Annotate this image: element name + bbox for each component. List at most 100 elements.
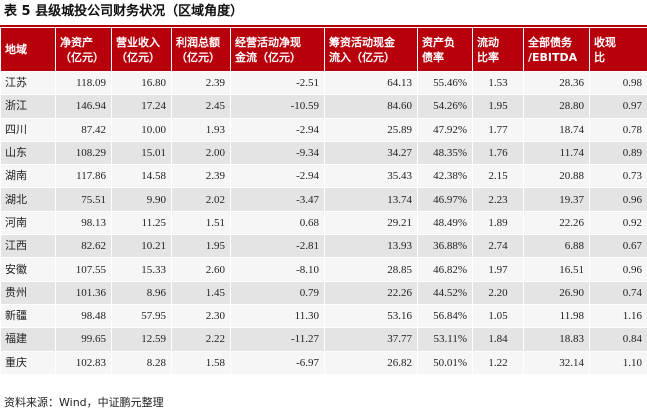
net-assets-cell: 98.48 <box>55 303 112 329</box>
profit-cell: 2.39 <box>171 164 231 189</box>
debt-ratio-cell: 46.82% <box>417 257 473 282</box>
cash-ratio-cell: 0.98 <box>589 70 647 96</box>
current-ratio-cell: 1.95 <box>472 94 524 119</box>
header-region: 地域 <box>0 27 56 72</box>
debt-ebitda-cell: 16.51 <box>523 257 590 282</box>
cash-ratio-cell: 0.92 <box>589 210 647 236</box>
table-row: 湖北 75.51 9.90 2.02 -3.47 13.74 46.97% 2.23 19.37… <box>0 187 647 212</box>
net-assets-cell: 75.51 <box>55 187 112 212</box>
header-debt-ebitda: 全部债务/EBITDA <box>523 27 590 72</box>
op-cashflow-cell: -3.47 <box>230 187 325 212</box>
table-row: 福建 99.65 12.59 2.22 -11.27 37.77 53.11% 1.84 18.… <box>0 327 647 352</box>
debt-ebitda-cell: 26.90 <box>523 280 590 305</box>
region-cell: 贵州 <box>0 280 56 305</box>
debt-ratio-cell: 36.88% <box>417 234 473 259</box>
profit-cell: 1.95 <box>171 234 231 259</box>
profit-cell: 1.58 <box>171 350 231 375</box>
op-cashflow-cell: -2.51 <box>230 70 325 96</box>
debt-ebitda-cell: 28.36 <box>523 70 590 96</box>
region-cell: 四川 <box>0 117 56 142</box>
current-ratio-cell: 1.77 <box>472 117 524 142</box>
profit-cell: 2.00 <box>171 140 231 166</box>
op-cashflow-cell: 0.68 <box>230 210 325 236</box>
header-revenue: 营业收入 （亿元） <box>111 27 172 72</box>
revenue-cell: 15.01 <box>111 140 172 166</box>
cash-ratio-cell: 0.78 <box>589 117 647 142</box>
debt-ebitda-cell: 19.37 <box>523 187 590 212</box>
net-assets-cell: 101.36 <box>55 280 112 305</box>
table-row: 贵州 101.36 8.96 1.45 0.79 22.26 44.52% 2.20 26.90… <box>0 280 647 305</box>
revenue-cell: 11.25 <box>111 210 172 236</box>
current-ratio-cell: 1.05 <box>472 303 524 329</box>
debt-ebitda-cell: 18.83 <box>523 327 590 352</box>
current-ratio-cell: 2.15 <box>472 164 524 189</box>
region-cell: 江西 <box>0 234 56 259</box>
net-assets-cell: 98.13 <box>55 210 112 236</box>
current-ratio-cell: 1.84 <box>472 327 524 352</box>
op-cashflow-cell: 11.30 <box>230 303 325 329</box>
fin-inflow-cell: 13.74 <box>324 187 418 212</box>
source-note: 资料来源：Wind，中证鹏元整理 <box>4 396 164 409</box>
revenue-cell: 16.80 <box>111 70 172 96</box>
cash-ratio-cell: 0.84 <box>589 327 647 352</box>
table-row: 江西 82.62 10.21 1.95 -2.81 13.93 36.88% 2.74 6.88… <box>0 234 647 259</box>
debt-ebitda-cell: 20.88 <box>523 164 590 189</box>
profit-cell: 2.45 <box>171 94 231 119</box>
region-cell: 湖南 <box>0 164 56 189</box>
fin-inflow-cell: 13.93 <box>324 234 418 259</box>
table-row: 新疆 98.48 57.95 2.30 11.30 53.16 56.84% 1.05 11.9… <box>0 303 647 329</box>
net-assets-cell: 117.86 <box>55 164 112 189</box>
fin-inflow-cell: 84.60 <box>324 94 418 119</box>
cash-ratio-cell: 0.74 <box>589 280 647 305</box>
cash-ratio-cell: 0.96 <box>589 187 647 212</box>
op-cashflow-cell: -11.27 <box>230 327 325 352</box>
revenue-cell: 8.96 <box>111 280 172 305</box>
table-row: 湖南 117.86 14.58 2.39 -2.94 35.43 42.38% 2.15 20.… <box>0 164 647 189</box>
profit-cell: 1.93 <box>171 117 231 142</box>
header-cash-ratio: 收现比 <box>589 27 647 72</box>
net-assets-cell: 118.09 <box>55 70 112 96</box>
region-cell: 福建 <box>0 327 56 352</box>
table-row: 安徽 107.55 15.33 2.60 -8.10 28.85 46.82% 1.97 16.… <box>0 257 647 282</box>
cash-ratio-cell: 0.96 <box>589 257 647 282</box>
debt-ratio-cell: 53.11% <box>417 327 473 352</box>
op-cashflow-cell: -2.94 <box>230 117 325 142</box>
fin-inflow-cell: 34.27 <box>324 140 418 166</box>
net-assets-cell: 87.42 <box>55 117 112 142</box>
op-cashflow-cell: -2.94 <box>230 164 325 189</box>
net-assets-cell: 99.65 <box>55 327 112 352</box>
profit-cell: 2.22 <box>171 327 231 352</box>
table-row: 四川 87.42 10.00 1.93 -2.94 25.89 47.92% 1.77 18.7… <box>0 117 647 142</box>
profit-cell: 2.60 <box>171 257 231 282</box>
net-assets-cell: 107.55 <box>55 257 112 282</box>
revenue-cell: 57.95 <box>111 303 172 329</box>
current-ratio-cell: 2.23 <box>472 187 524 212</box>
fin-inflow-cell: 37.77 <box>324 327 418 352</box>
region-cell: 江苏 <box>0 70 56 96</box>
region-cell: 新疆 <box>0 303 56 329</box>
debt-ebitda-cell: 32.14 <box>523 350 590 375</box>
table-title: 表 5 县级城投公司财务状况（区域角度） <box>4 4 244 19</box>
current-ratio-cell: 1.22 <box>472 350 524 375</box>
fin-inflow-cell: 22.26 <box>324 280 418 305</box>
header-current-ratio: 流动 比率 <box>472 27 524 72</box>
fin-inflow-cell: 64.13 <box>324 70 418 96</box>
debt-ratio-cell: 42.38% <box>417 164 473 189</box>
debt-ratio-cell: 48.35% <box>417 140 473 166</box>
table-row: 重庆 102.83 8.28 1.58 -6.97 26.82 50.01% 1.22 32.1… <box>0 350 647 375</box>
debt-ratio-cell: 56.84% <box>417 303 473 329</box>
region-cell: 河南 <box>0 210 56 236</box>
header-fin-inflow: 筹资活动现金 流入（亿元） <box>324 27 418 72</box>
op-cashflow-cell: -2.81 <box>230 234 325 259</box>
debt-ebitda-cell: 22.26 <box>523 210 590 236</box>
table-row: 江苏 118.09 16.80 2.39 -2.51 64.13 55.46% 1.53 28.… <box>0 70 647 96</box>
debt-ebitda-cell: 18.74 <box>523 117 590 142</box>
fin-inflow-cell: 28.85 <box>324 257 418 282</box>
header-net-assets: 净资产 （亿元） <box>55 27 112 72</box>
net-assets-cell: 108.29 <box>55 140 112 166</box>
profit-cell: 2.02 <box>171 187 231 212</box>
current-ratio-cell: 1.53 <box>472 70 524 96</box>
revenue-cell: 15.33 <box>111 257 172 282</box>
revenue-cell: 17.24 <box>111 94 172 119</box>
